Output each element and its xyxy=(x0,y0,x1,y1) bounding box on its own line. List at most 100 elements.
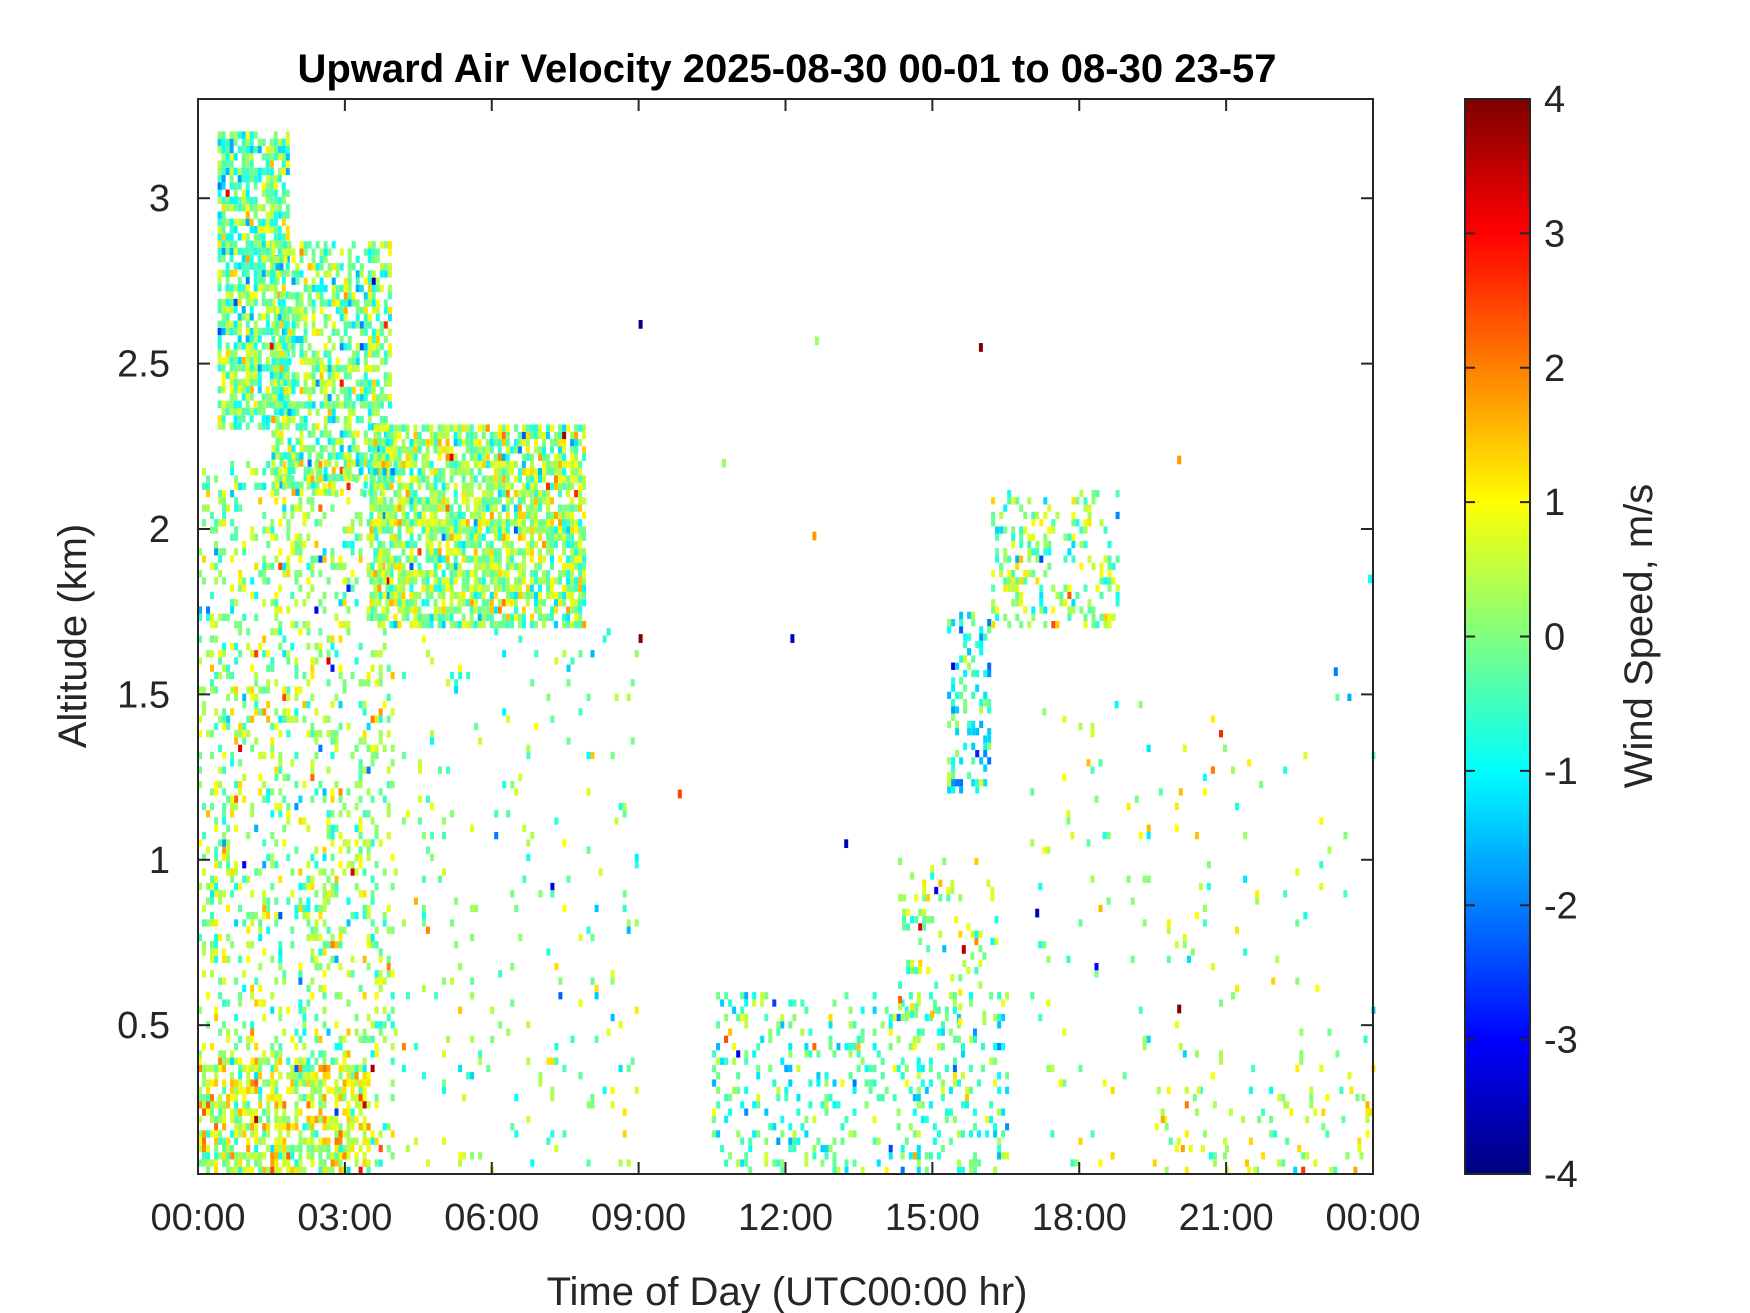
heatmap-cell xyxy=(287,408,292,416)
heatmap-cell xyxy=(225,146,230,154)
heatmap-cell xyxy=(279,321,284,329)
heatmap-cell xyxy=(525,468,530,476)
heatmap-cell xyxy=(294,460,299,469)
heatmap-cell xyxy=(354,1101,359,1109)
heatmap-cell xyxy=(225,153,230,161)
heatmap-cell xyxy=(429,460,434,469)
heatmap-cell xyxy=(481,431,486,440)
heatmap-cell xyxy=(266,1123,271,1131)
heatmap-cell xyxy=(449,526,454,534)
heatmap-cell xyxy=(246,460,251,469)
heatmap-cell xyxy=(237,415,242,423)
heatmap-cell xyxy=(355,452,360,460)
heatmap-cell xyxy=(967,720,972,729)
heatmap-cell xyxy=(445,497,450,505)
heatmap-cell xyxy=(310,882,315,891)
heatmap-cell xyxy=(740,1013,745,1022)
heatmap-cell xyxy=(221,386,226,394)
heatmap-cell xyxy=(222,846,227,854)
heatmap-cell xyxy=(265,255,270,263)
heatmap-cell xyxy=(375,335,380,344)
heatmap-cell xyxy=(375,350,380,358)
heatmap-cell xyxy=(327,248,332,256)
heatmap-cell xyxy=(382,1035,387,1043)
heatmap-cell xyxy=(253,378,258,387)
heatmap-cell xyxy=(934,981,939,989)
heatmap-cell xyxy=(470,933,475,942)
heatmap-cell xyxy=(437,431,442,440)
heatmap-cell xyxy=(574,584,579,592)
heatmap-cell xyxy=(363,364,368,373)
heatmap-cell xyxy=(270,533,275,541)
heatmap-cell xyxy=(369,511,374,520)
heatmap-cell xyxy=(253,284,258,292)
heatmap-cell xyxy=(310,1064,315,1073)
heatmap-cell xyxy=(339,284,344,293)
heatmap-cell xyxy=(222,1108,227,1116)
heatmap-cell xyxy=(253,298,258,307)
heatmap-cell xyxy=(202,701,207,709)
heatmap-cell xyxy=(405,446,410,454)
heatmap-cell xyxy=(225,138,230,146)
heatmap-cell xyxy=(461,621,466,629)
heatmap-cell xyxy=(744,1086,749,1094)
heatmap-cell xyxy=(283,466,288,475)
heatmap-cell xyxy=(441,497,446,505)
heatmap-cell xyxy=(1098,904,1103,913)
heatmap-cell xyxy=(562,599,567,607)
heatmap-cell xyxy=(330,788,335,796)
heatmap-cell xyxy=(262,861,267,869)
heatmap-cell xyxy=(270,1072,275,1080)
heatmap-cell xyxy=(354,824,359,832)
heatmap-cell xyxy=(342,540,347,549)
heatmap-cell xyxy=(318,1064,323,1073)
heatmap-cell xyxy=(474,722,479,731)
heatmap-cell xyxy=(952,1064,957,1073)
heatmap-cell xyxy=(546,519,551,527)
heatmap-cell xyxy=(266,853,271,862)
heatmap-cell xyxy=(969,1086,974,1094)
heatmap-cell xyxy=(610,970,615,978)
heatmap-cell xyxy=(241,378,246,387)
heatmap-cell xyxy=(330,1086,335,1094)
heatmap-cell xyxy=(254,468,259,476)
heatmap-cell xyxy=(338,1152,343,1160)
heatmap-cell xyxy=(218,1057,223,1065)
heatmap-cell xyxy=(973,1152,978,1160)
heatmap-cell xyxy=(562,439,567,447)
heatmap-cell xyxy=(534,599,539,607)
heatmap-cell xyxy=(238,882,243,891)
heatmap-cell xyxy=(347,357,352,365)
heatmap-cell xyxy=(1090,1130,1095,1138)
heatmap-cell xyxy=(266,664,271,672)
heatmap-cell xyxy=(550,1086,555,1094)
heatmap-cell xyxy=(295,488,300,496)
heatmap-cell xyxy=(302,519,307,527)
heatmap-cell xyxy=(594,992,599,1000)
heatmap-cell xyxy=(230,868,235,876)
heatmap-cell xyxy=(385,446,390,454)
heatmap-cell xyxy=(233,364,238,372)
heatmap-cell xyxy=(230,1094,235,1102)
heatmap-cell xyxy=(936,1152,941,1160)
heatmap-cell xyxy=(217,138,222,146)
heatmap-cell xyxy=(514,904,519,913)
heatmap-cell xyxy=(338,1159,343,1167)
heatmap-cell xyxy=(295,401,300,409)
heatmap-cell xyxy=(362,992,367,1000)
heatmap-cell xyxy=(378,737,383,745)
heatmap-cell xyxy=(433,446,438,454)
heatmap-cell xyxy=(390,1057,395,1065)
heatmap-cell xyxy=(281,153,286,161)
heatmap-cell xyxy=(1042,708,1047,716)
heatmap-cell xyxy=(265,422,270,430)
heatmap-cell xyxy=(417,570,422,578)
heatmap-cell xyxy=(302,1072,307,1080)
heatmap-cell xyxy=(457,519,462,527)
heatmap-cell xyxy=(562,511,567,520)
heatmap-cell xyxy=(550,460,555,469)
heatmap-cell xyxy=(969,992,974,1000)
heatmap-cell xyxy=(354,1094,359,1102)
heatmap-cell xyxy=(314,926,319,934)
heatmap-cell xyxy=(287,292,292,300)
